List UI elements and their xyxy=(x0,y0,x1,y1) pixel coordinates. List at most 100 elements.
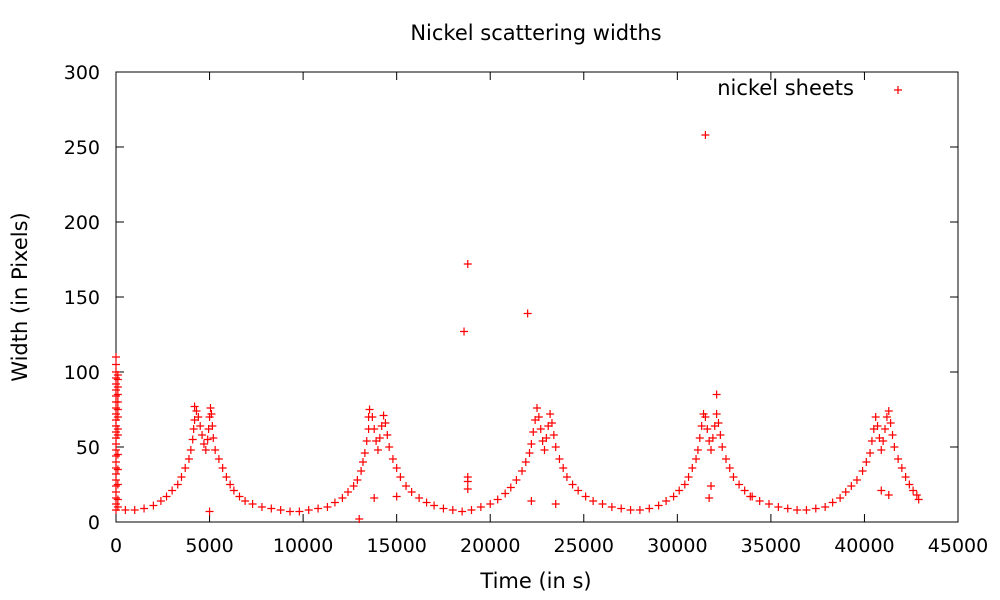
data-point xyxy=(716,431,725,439)
data-point xyxy=(501,489,510,498)
data-point xyxy=(381,419,390,427)
data-point xyxy=(149,501,158,510)
data-point xyxy=(877,486,886,495)
data-point xyxy=(645,504,654,513)
data-point xyxy=(194,413,203,421)
y-tick-label: 300 xyxy=(64,62,100,84)
data-point xyxy=(365,405,374,414)
data-point xyxy=(295,507,304,516)
data-point xyxy=(867,437,876,445)
data-point xyxy=(415,494,424,502)
data-point xyxy=(448,506,457,514)
data-point xyxy=(897,464,906,472)
data-point xyxy=(836,494,845,502)
data-point xyxy=(884,491,893,499)
data-point xyxy=(871,413,880,421)
data-point xyxy=(574,486,583,495)
data-point xyxy=(222,473,231,481)
data-point xyxy=(847,482,856,490)
data-point xyxy=(712,390,721,399)
data-point xyxy=(177,473,186,481)
data-point xyxy=(467,506,476,514)
data-point xyxy=(229,486,238,495)
data-point xyxy=(718,443,727,451)
data-point xyxy=(188,435,197,444)
data-point xyxy=(697,422,706,430)
data-point xyxy=(617,504,626,513)
data-point xyxy=(692,455,701,463)
data-point xyxy=(793,506,802,514)
data-point xyxy=(304,506,313,514)
data-point xyxy=(714,419,723,427)
data-point xyxy=(130,506,139,514)
data-point xyxy=(286,507,295,516)
data-point xyxy=(725,464,734,472)
data-point xyxy=(113,375,122,384)
data-point xyxy=(783,504,792,513)
data-point xyxy=(862,458,871,466)
data-point xyxy=(430,501,439,510)
data-point xyxy=(533,404,541,412)
plot-frame xyxy=(115,71,959,523)
data-point xyxy=(712,410,721,418)
data-point xyxy=(890,443,899,451)
data-point xyxy=(512,476,521,484)
data-point xyxy=(866,449,875,457)
data-point xyxy=(189,425,198,433)
chart-title: Nickel scattering widths xyxy=(410,21,661,45)
data-point xyxy=(360,449,369,457)
data-point xyxy=(201,446,210,454)
data-point xyxy=(521,458,530,466)
x-tick-label: 0 xyxy=(110,535,122,557)
data-point xyxy=(392,464,401,472)
data-point xyxy=(695,434,704,442)
legend-marker xyxy=(894,86,902,94)
data-point xyxy=(402,482,411,490)
data-point xyxy=(113,431,122,439)
data-point xyxy=(707,482,716,490)
data-point xyxy=(562,473,571,481)
x-tick-label: 5000 xyxy=(185,535,233,557)
data-point xyxy=(218,464,227,472)
data-point xyxy=(113,495,122,504)
data-point xyxy=(581,492,590,501)
data-point xyxy=(203,435,212,444)
data-point xyxy=(546,410,555,418)
data-point xyxy=(113,383,122,391)
data-point xyxy=(140,504,149,513)
x-tick-label: 10000 xyxy=(273,535,333,557)
data-point xyxy=(190,402,199,411)
data-point xyxy=(909,486,918,495)
data-point xyxy=(208,422,217,430)
data-point xyxy=(113,465,122,474)
data-point xyxy=(373,446,382,454)
data-point xyxy=(894,455,903,463)
data-point xyxy=(241,497,250,505)
data-point xyxy=(555,455,564,463)
data-point xyxy=(841,488,850,496)
y-tick-label: 50 xyxy=(76,437,100,459)
data-point xyxy=(858,467,867,475)
data-point xyxy=(463,485,472,493)
data-point xyxy=(693,446,702,454)
data-point xyxy=(349,482,358,490)
data-point xyxy=(198,431,207,439)
data-point xyxy=(721,455,730,463)
legend-marker-symbol xyxy=(894,86,902,94)
data-point xyxy=(568,480,577,489)
data-point xyxy=(527,440,536,448)
data-point xyxy=(688,464,697,472)
y-tick-label: 200 xyxy=(64,212,100,234)
data-point xyxy=(525,449,534,457)
data-point xyxy=(323,503,332,511)
data-point xyxy=(547,419,556,427)
data-point xyxy=(113,503,122,511)
data-point xyxy=(707,446,716,454)
data-point xyxy=(551,500,560,508)
data-point xyxy=(196,422,205,430)
data-point xyxy=(529,428,538,436)
data-points xyxy=(112,131,923,523)
y-tick-label: 0 xyxy=(88,512,100,534)
x-ticks: 0 5000 10000 15000 20000 25000 30000 35000 40000… xyxy=(110,72,988,557)
data-point xyxy=(214,455,223,463)
